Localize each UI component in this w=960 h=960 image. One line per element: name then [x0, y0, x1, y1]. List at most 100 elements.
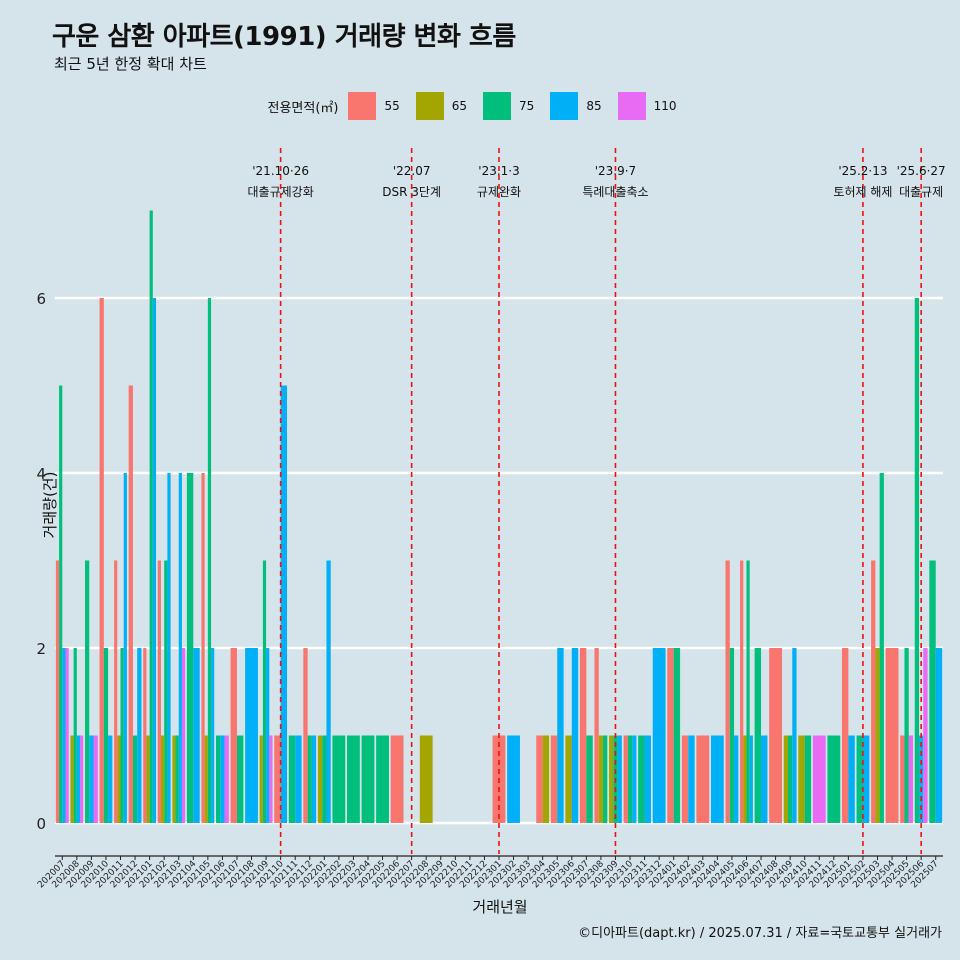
bar-85-202012 — [137, 648, 142, 823]
event-name-label: 토허제 해제 — [833, 185, 892, 199]
bar-85-202106 — [220, 735, 225, 823]
bar-75-202311 — [638, 735, 645, 823]
legend: 전용면적(㎡) 55 65 75 85 110 — [0, 92, 960, 120]
bar-65-202103 — [172, 735, 176, 823]
event-name-label: 특례대출축소 — [582, 185, 648, 199]
bar-85-202406 — [749, 735, 753, 823]
bar-75-202107 — [236, 735, 244, 823]
bar-75-202502 — [856, 735, 863, 823]
bar-75-202205 — [376, 735, 389, 823]
event-name-label: 규제완화 — [477, 185, 521, 199]
bar-85-202402 — [688, 735, 695, 823]
bar-75-202407 — [754, 648, 762, 823]
bar-75-202505 — [904, 648, 909, 823]
event-date-label: '22.07 — [393, 164, 431, 178]
legend-label: 85 — [586, 99, 602, 113]
bar-85-202409 — [792, 648, 797, 823]
legend-title: 전용면적(㎡) — [267, 100, 339, 116]
bar-85-202101 — [152, 298, 157, 823]
event-date-label: '21.10·26 — [252, 164, 309, 178]
legend-item-65: 65 — [415, 92, 467, 120]
bar-85-202305 — [557, 648, 564, 823]
bar-55-202310 — [623, 735, 628, 823]
bar-110-202506 — [923, 648, 928, 823]
bar-75-202201 — [322, 735, 327, 823]
bar-85-202011 — [123, 473, 127, 823]
source-caption: ©디아파트(dapt.kr) / 2025.07.31 / 자료=국토교통부 실… — [578, 926, 942, 941]
legend-swatch-55 — [348, 92, 377, 120]
bar-65-202409 — [783, 735, 789, 823]
chart-subtitle: 최근 5년 한정 확대 차트 — [54, 55, 207, 73]
bar-75-202112 — [307, 735, 312, 823]
bar-75-202507 — [929, 560, 936, 823]
x-axis-label: 거래년월 — [472, 898, 528, 916]
y-tick-label: 4 — [36, 465, 46, 483]
bar-110-202411 — [812, 735, 826, 823]
bar-85-202201 — [326, 560, 331, 823]
bar-110-202009 — [93, 735, 98, 823]
bar-85-202008 — [76, 735, 81, 823]
bar-55-202110 — [274, 735, 281, 823]
bar-75-202111 — [288, 735, 296, 823]
bar-75-202202 — [332, 735, 346, 823]
bar-75-202105 — [207, 298, 212, 823]
bar-75-202007 — [59, 385, 63, 823]
legend-swatch-110 — [617, 92, 646, 120]
bar-85-202104 — [193, 648, 200, 823]
bar-55-202012 — [128, 385, 133, 823]
legend-item-75: 75 — [483, 92, 534, 120]
bar-85-202311 — [644, 735, 651, 823]
bar-55-202402 — [681, 735, 689, 823]
bar-85-202111 — [295, 735, 302, 823]
bar-75-202307 — [586, 735, 593, 823]
bar-65-202410 — [798, 735, 805, 823]
bar-55-202403 — [696, 735, 710, 823]
bar-85-202105 — [211, 648, 215, 823]
bar-110-202007 — [65, 648, 69, 823]
bar-85-202009 — [89, 735, 94, 823]
bar-85-202312 — [652, 648, 666, 823]
bar-65-202102 — [160, 735, 165, 823]
event-date-label: '23.1·3 — [478, 164, 519, 178]
bar-65-202008 — [70, 735, 74, 823]
bar-65-202304 — [542, 735, 550, 823]
bar-55-202408 — [769, 648, 782, 823]
bar-110-202106 — [224, 735, 229, 823]
bar-75-202012 — [132, 735, 138, 823]
bar-75-202103 — [175, 735, 179, 823]
bar-85-202310 — [632, 735, 637, 823]
bar-75-202106 — [216, 735, 221, 823]
bar-85-202501 — [848, 735, 855, 823]
bar-55-202107 — [230, 648, 237, 823]
y-tick-label: 0 — [36, 815, 46, 833]
bar-65-202308 — [598, 735, 604, 823]
legend-swatch-65 — [415, 92, 444, 120]
event-name-label: 대출규제강화 — [248, 185, 314, 199]
bar-75-202401 — [673, 648, 681, 823]
bar-85-202502 — [862, 735, 870, 823]
bar-85-202109 — [266, 648, 270, 823]
chart-title: 구운 삼환 아파트(1991) 거래량 변화 흐름 — [52, 22, 516, 52]
bar-55-202307 — [579, 648, 587, 823]
bar-75-202405 — [729, 648, 735, 823]
bar-55-202105 — [201, 473, 205, 823]
bar-75-202008 — [73, 648, 77, 823]
bar-55-202505 — [900, 735, 905, 823]
legend-label: 110 — [653, 99, 677, 113]
event-date-label: '25.6·27 — [897, 164, 946, 178]
bar-55-202102 — [157, 560, 161, 823]
event-date-label: '25.2·13 — [838, 164, 887, 178]
bar-110-202008 — [80, 735, 84, 823]
legend-item-110: 110 — [617, 92, 677, 120]
bar-85-202407 — [761, 735, 768, 823]
bar-75-202011 — [120, 648, 124, 823]
legend-item-85: 85 — [550, 92, 602, 120]
event-name-label: DSR 3단계 — [382, 185, 441, 199]
bar-110-202109 — [269, 735, 273, 823]
event-date-label: '23.9·7 — [595, 164, 636, 178]
bar-110-202505 — [908, 735, 914, 823]
bar-55-202406 — [740, 560, 744, 823]
bar-85-202110 — [280, 385, 288, 823]
bar-55-202405 — [725, 560, 730, 823]
